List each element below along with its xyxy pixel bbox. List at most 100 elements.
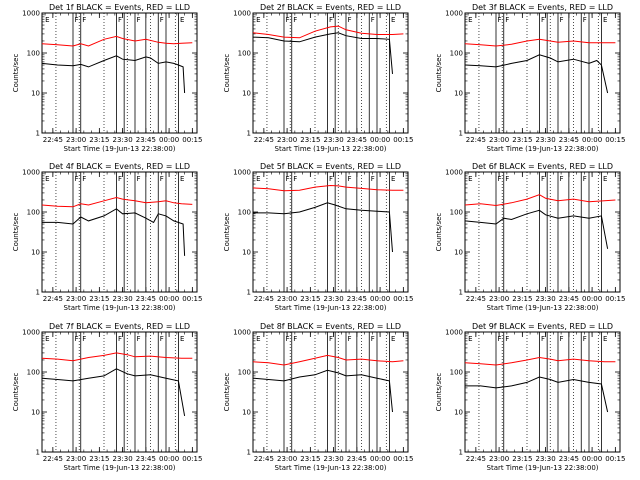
x-tick-label: 00:15 bbox=[605, 136, 625, 144]
region-label: E bbox=[391, 16, 395, 24]
series-line-events bbox=[464, 209, 609, 249]
plot-frame bbox=[252, 171, 409, 293]
region-label: F bbox=[583, 335, 587, 343]
series-line-events bbox=[253, 202, 393, 253]
x-axis-label: Start Time (19-Jun-13 22:38:00) bbox=[275, 464, 387, 472]
x-axis-label: Start Time (19-Jun-13 22:38:00) bbox=[64, 464, 176, 472]
y-tick-label: 1 bbox=[247, 289, 251, 297]
x-tick-label: 00:15 bbox=[182, 136, 202, 144]
y-tick-label: 1 bbox=[459, 449, 463, 457]
x-tick-label: 00:00 bbox=[370, 455, 390, 463]
region-label: F bbox=[293, 175, 297, 183]
region-label: F bbox=[583, 16, 587, 24]
x-axis-label: Start Time (19-Jun-13 22:38:00) bbox=[275, 304, 387, 312]
x-tick-label: 00:15 bbox=[393, 455, 413, 463]
x-tick-label: 23:15 bbox=[512, 136, 532, 144]
x-tick-label: 00:00 bbox=[582, 136, 602, 144]
x-tick-label: 23:30 bbox=[324, 455, 344, 463]
y-axis-label: Counts/sec bbox=[12, 54, 20, 93]
x-tick-label: 22:45 bbox=[43, 136, 63, 144]
y-tick-label: 10 bbox=[454, 409, 463, 417]
region-label: F bbox=[348, 175, 352, 183]
y-tick-label: 100 bbox=[27, 209, 40, 217]
x-tick-label: 00:15 bbox=[182, 295, 202, 303]
y-tick-label: 100 bbox=[27, 50, 40, 58]
region-label: E bbox=[256, 16, 260, 24]
y-tick-label: 1 bbox=[459, 289, 463, 297]
region-label: F bbox=[137, 16, 141, 24]
panel-title: Det 5f BLACK = Events, RED = LLD bbox=[260, 162, 401, 171]
x-tick-label: 22:45 bbox=[466, 136, 486, 144]
region-label: E bbox=[45, 175, 49, 183]
region-label: F bbox=[498, 335, 502, 343]
x-tick-label: 23:30 bbox=[536, 136, 556, 144]
x-tick-label: 23:30 bbox=[324, 136, 344, 144]
x-tick-label: 23:45 bbox=[559, 455, 579, 463]
y-tick-label: 100 bbox=[238, 369, 251, 377]
x-tick-label: 23:30 bbox=[113, 295, 133, 303]
y-tick-label: 100 bbox=[27, 369, 40, 377]
x-tick-label: 22:45 bbox=[254, 455, 274, 463]
x-tick-label: 23:15 bbox=[300, 136, 320, 144]
plot-frame bbox=[252, 331, 409, 453]
series-line-lld bbox=[252, 25, 404, 39]
x-axis-label: Start Time (19-Jun-13 22:38:00) bbox=[487, 145, 599, 153]
region-label: E bbox=[603, 175, 607, 183]
region-label: F bbox=[371, 175, 375, 183]
y-tick-label: 1 bbox=[247, 449, 251, 457]
y-axis-label: Counts/sec bbox=[435, 213, 443, 252]
x-tick-label: 22:45 bbox=[466, 295, 486, 303]
x-tick-label: 23:45 bbox=[347, 136, 367, 144]
panel-title: Det 9f BLACK = Events, RED = LLD bbox=[472, 322, 613, 331]
x-tick-label: 23:00 bbox=[277, 295, 297, 303]
y-axis-label: Counts/sec bbox=[435, 373, 443, 412]
y-tick-label: 1000 bbox=[445, 10, 463, 18]
y-tick-label: 10 bbox=[31, 90, 40, 98]
x-tick-label: 23:45 bbox=[136, 295, 156, 303]
region-label: F bbox=[329, 335, 333, 343]
y-tick-label: 10 bbox=[31, 409, 40, 417]
x-tick-label: 22:45 bbox=[254, 136, 274, 144]
y-tick-label: 1 bbox=[36, 449, 40, 457]
region-label: F bbox=[75, 175, 79, 183]
x-tick-label: 00:00 bbox=[159, 295, 179, 303]
region-label: F bbox=[286, 175, 290, 183]
region-label: F bbox=[118, 335, 122, 343]
x-tick-label: 22:45 bbox=[466, 455, 486, 463]
x-tick-label: 23:45 bbox=[136, 455, 156, 463]
region-label: F bbox=[82, 16, 86, 24]
region-label: E bbox=[256, 175, 260, 183]
region-label: F bbox=[498, 175, 502, 183]
region-label: F bbox=[329, 16, 333, 24]
region-label: F bbox=[560, 335, 564, 343]
region-label: F bbox=[371, 16, 375, 24]
region-label: E bbox=[468, 335, 472, 343]
x-tick-label: 00:00 bbox=[159, 136, 179, 144]
region-label: E bbox=[603, 335, 607, 343]
x-tick-label: 00:00 bbox=[370, 136, 390, 144]
x-tick-label: 00:15 bbox=[605, 295, 625, 303]
region-label: F bbox=[371, 335, 375, 343]
region-label: F bbox=[137, 335, 141, 343]
plot-frame bbox=[464, 12, 621, 134]
plot-frame bbox=[41, 331, 198, 453]
x-tick-label: 23:00 bbox=[277, 136, 297, 144]
region-label: F bbox=[293, 16, 297, 24]
x-tick-label: 23:30 bbox=[113, 455, 133, 463]
y-tick-label: 100 bbox=[450, 209, 463, 217]
region-label: F bbox=[82, 335, 86, 343]
y-tick-label: 1000 bbox=[233, 329, 251, 337]
region-label: F bbox=[560, 16, 564, 24]
x-tick-label: 00:15 bbox=[605, 455, 625, 463]
y-tick-label: 10 bbox=[242, 90, 251, 98]
region-label: F bbox=[160, 175, 164, 183]
y-tick-label: 1 bbox=[36, 130, 40, 138]
y-tick-label: 1 bbox=[459, 130, 463, 138]
series-line-lld bbox=[252, 184, 404, 192]
region-label: E bbox=[180, 175, 184, 183]
y-axis-label: Counts/sec bbox=[12, 373, 20, 412]
x-tick-label: 23:15 bbox=[300, 455, 320, 463]
